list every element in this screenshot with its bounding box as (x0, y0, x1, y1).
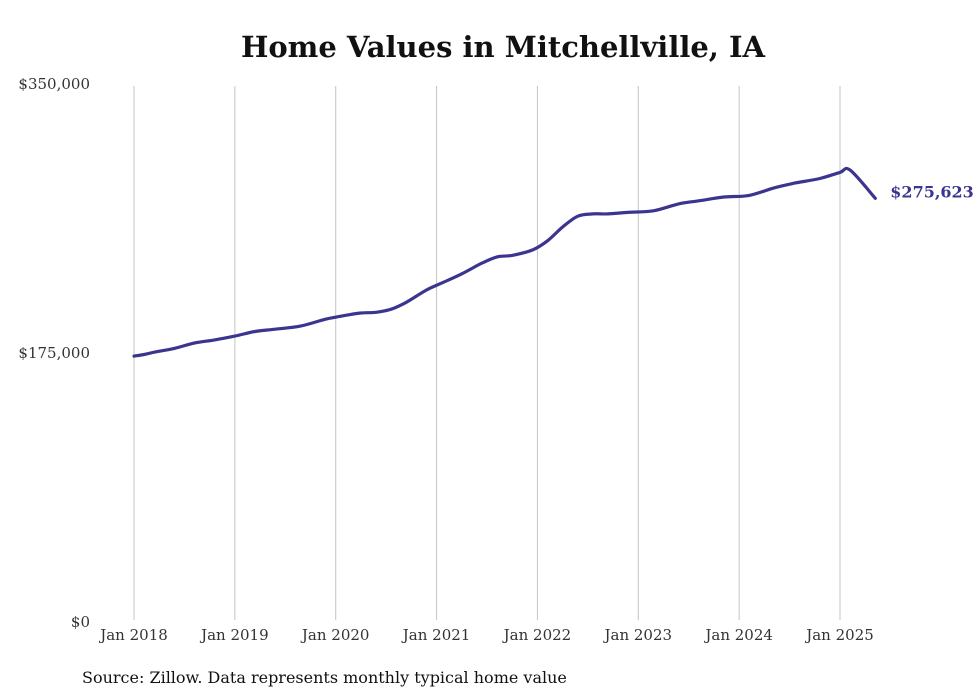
x-tick-label: Jan 2024 (703, 626, 773, 644)
x-tick-label: Jan 2021 (401, 626, 471, 644)
x-tick-label: Jan 2020 (300, 626, 370, 644)
chart-title: Home Values in Mitchellville, IA (240, 30, 766, 64)
x-tick-label: Jan 2019 (199, 626, 269, 644)
x-tick-label: Jan 2022 (502, 626, 572, 644)
gridlines (133, 86, 841, 620)
source-note: Source: Zillow. Data represents monthly … (82, 668, 567, 687)
y-tick-label: $175,000 (18, 344, 90, 362)
x-tick-label: Jan 2023 (603, 626, 673, 644)
x-tick-label: Jan 2018 (98, 626, 168, 644)
home-value-line (132, 166, 877, 358)
x-axis-ticks: Jan 2018 Jan 2019 Jan 2020 Jan 2021 Jan 2022… (98, 626, 874, 644)
y-tick-label: $0 (71, 613, 90, 631)
y-axis-ticks: $0 $175,000 $350,000 (18, 75, 90, 631)
end-value-label: $275,623 (890, 182, 974, 201)
y-tick-label: $350,000 (18, 75, 90, 93)
x-tick-label: Jan 2025 (804, 626, 874, 644)
